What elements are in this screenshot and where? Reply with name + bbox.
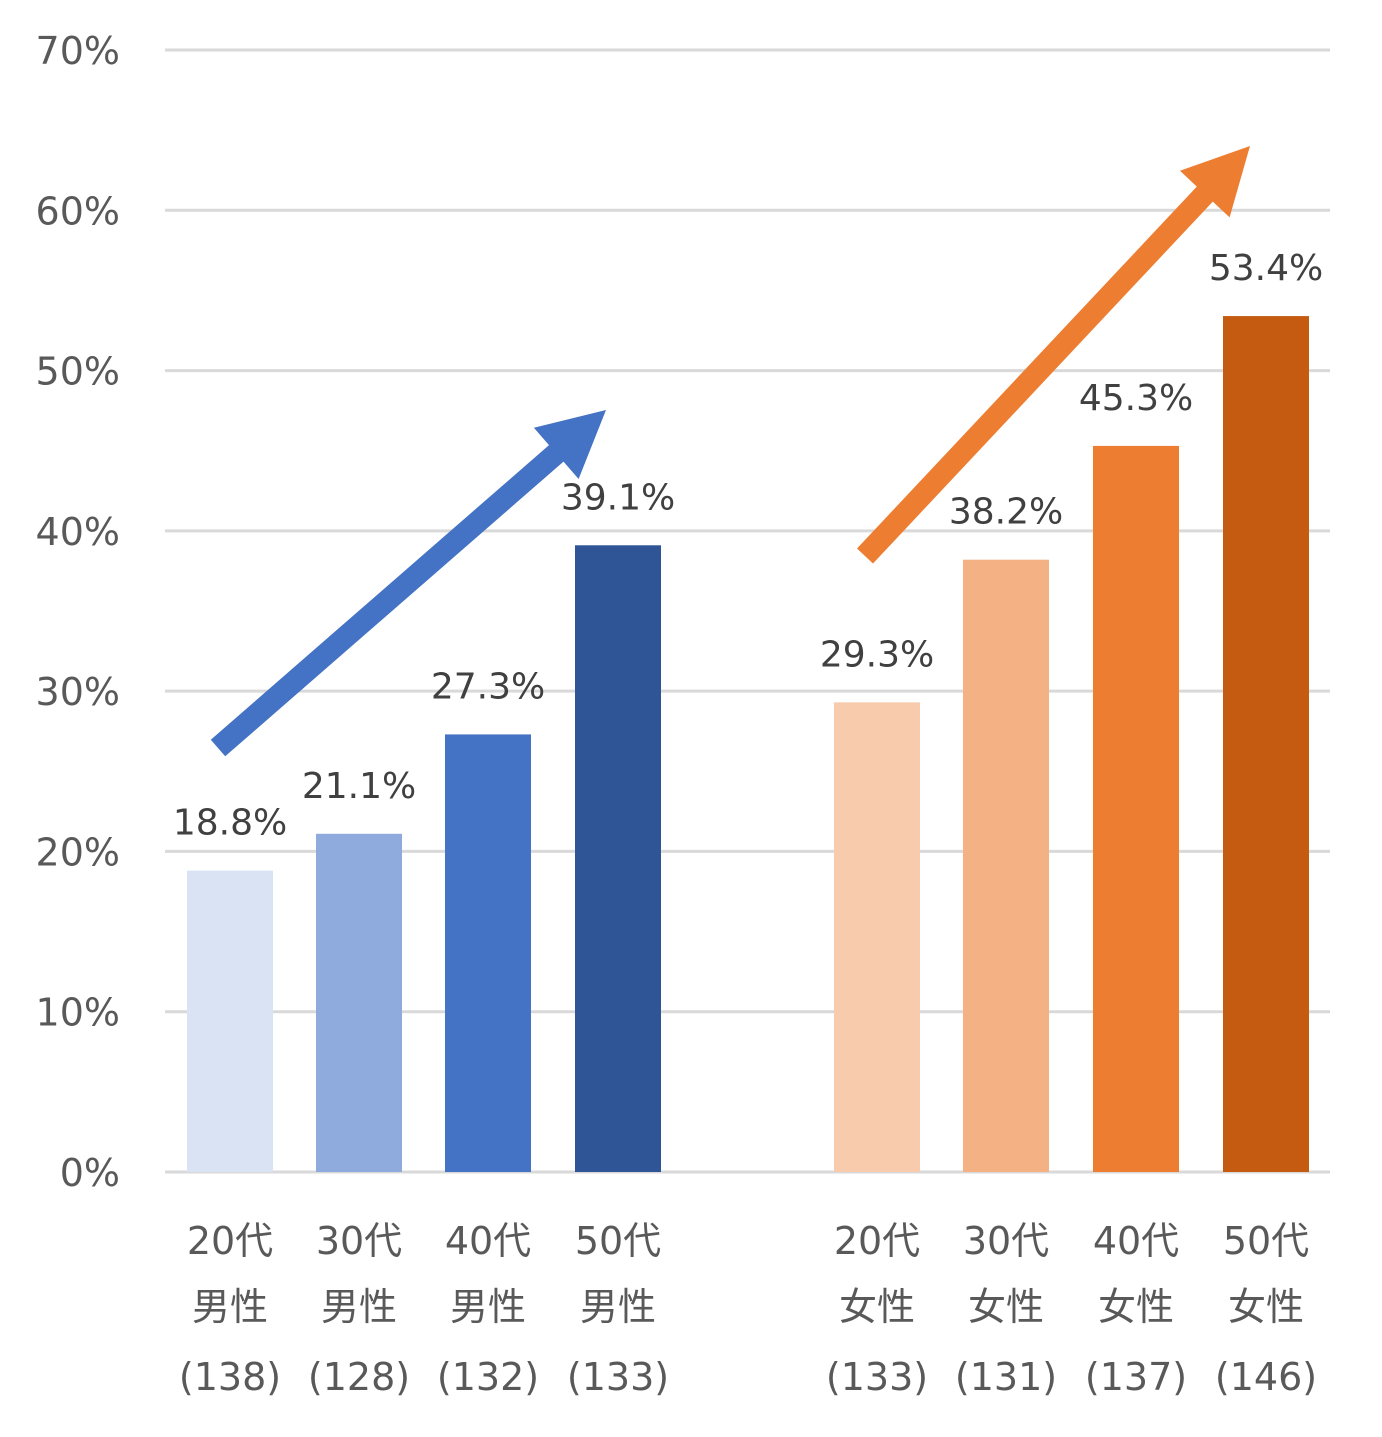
y-tick-label: 0% <box>60 1151 120 1195</box>
bar <box>316 833 402 1172</box>
category-age-label: 20代 <box>187 1219 273 1263</box>
bar <box>1093 445 1179 1172</box>
data-label: 27.3% <box>431 666 545 707</box>
category-sample-size-label: (132) <box>437 1355 539 1399</box>
category-sample-size-label: (138) <box>179 1355 281 1399</box>
y-axis-tick-labels: 0% 10% 20% 30% 40% 50% 60% 70% <box>36 29 120 1195</box>
category-gender-label: 男性 <box>192 1285 268 1329</box>
category-gender-label: 女性 <box>1228 1285 1304 1329</box>
y-tick-label: 50% <box>36 350 120 394</box>
category-gender-label: 女性 <box>839 1285 915 1329</box>
category-gender-label: 男性 <box>450 1285 526 1329</box>
bar <box>187 870 273 1172</box>
bar <box>834 702 920 1172</box>
trend-arrows <box>210 146 1250 757</box>
category-age-label: 30代 <box>963 1219 1049 1263</box>
bar <box>445 734 531 1172</box>
category-gender-label: 女性 <box>968 1285 1044 1329</box>
category-sample-size-label: (131) <box>955 1355 1057 1399</box>
data-label: 29.3% <box>820 634 934 675</box>
bar <box>575 545 661 1172</box>
y-tick-label: 30% <box>36 670 120 714</box>
data-label: 45.3% <box>1079 378 1193 419</box>
y-tick-label: 10% <box>36 991 120 1035</box>
data-label: 18.8% <box>173 803 287 844</box>
trend-arrow-icon <box>210 410 607 757</box>
data-labels: 18.8% 21.1% 27.3% 39.1% 29.3% 38.2% 45.3% 53.4% <box>173 248 1323 844</box>
category-age-label: 20代 <box>834 1219 920 1263</box>
category-gender-label: 男性 <box>580 1285 656 1329</box>
trend-arrow-icon <box>857 146 1250 564</box>
y-tick-label: 20% <box>36 830 120 874</box>
category-age-label: 40代 <box>1093 1219 1179 1263</box>
y-tick-label: 60% <box>36 189 120 233</box>
category-age-label: 40代 <box>445 1219 531 1263</box>
category-sample-size-label: (137) <box>1085 1355 1187 1399</box>
bars <box>187 316 1309 1172</box>
bar <box>963 559 1049 1172</box>
category-sample-size-label: (128) <box>308 1355 410 1399</box>
category-age-label: 50代 <box>1223 1219 1309 1263</box>
category-sample-size-label: (133) <box>567 1355 669 1399</box>
data-label: 38.2% <box>949 492 1063 533</box>
data-label: 53.4% <box>1209 248 1323 289</box>
y-tick-label: 40% <box>36 510 120 554</box>
category-gender-label: 男性 <box>321 1285 397 1329</box>
category-age-label: 30代 <box>316 1219 402 1263</box>
category-sample-size-label: (133) <box>826 1355 928 1399</box>
bar <box>1223 316 1309 1172</box>
data-label: 21.1% <box>302 766 416 807</box>
data-label: 39.1% <box>561 477 675 518</box>
category-gender-label: 女性 <box>1098 1285 1174 1329</box>
category-age-label: 50代 <box>575 1219 661 1263</box>
y-tick-label: 70% <box>36 29 120 73</box>
category-sample-size-label: (146) <box>1215 1355 1317 1399</box>
